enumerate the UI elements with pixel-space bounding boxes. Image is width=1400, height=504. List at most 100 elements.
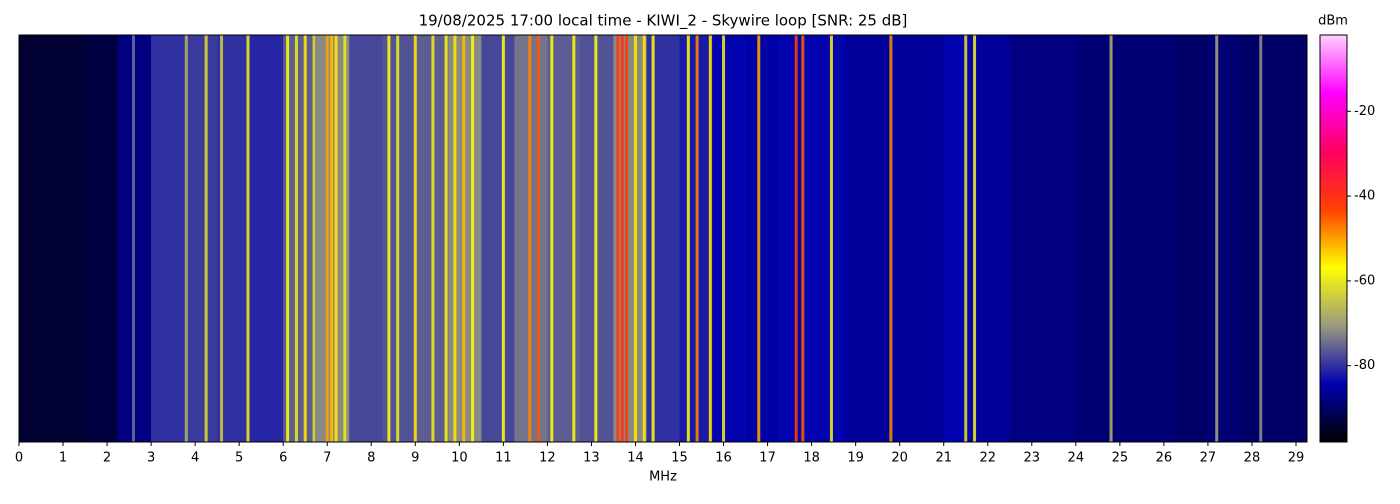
heat-cell [52, 35, 86, 442]
signal-line [131, 35, 135, 442]
heat-cell [1207, 35, 1242, 442]
signal-line [722, 35, 726, 442]
signal-line [294, 35, 298, 442]
heat-cell [19, 35, 53, 442]
signal-line [396, 35, 400, 442]
heat-cell [250, 35, 284, 442]
chart-title: 19/08/2025 17:00 local time - KIWI_2 - S… [419, 12, 908, 31]
heat-cell [712, 35, 747, 442]
plot-frame [18, 34, 1308, 443]
heat-cell [910, 35, 945, 442]
x-tick-label: 29 [1288, 451, 1305, 466]
signal-line [594, 35, 598, 442]
signal-line [501, 35, 505, 442]
heat-cell [1273, 35, 1308, 442]
signal-line [1215, 35, 1219, 442]
signal-line [528, 35, 532, 442]
signal-line [334, 35, 338, 442]
signal-line [794, 35, 798, 442]
x-tick-label: 13 [583, 451, 600, 466]
x-tick-label: 12 [539, 451, 556, 466]
signal-line [471, 35, 475, 442]
heat-cell [877, 35, 912, 442]
signal-line [312, 35, 316, 442]
signal-line [537, 35, 541, 442]
heat-cell [646, 35, 681, 442]
signal-line [973, 35, 977, 442]
signal-line [343, 35, 347, 442]
signal-line [220, 35, 224, 442]
x-tick-label: 7 [323, 451, 331, 466]
signal-line [462, 35, 466, 442]
heat-cell [745, 35, 780, 442]
signal-line [184, 35, 188, 442]
colorbar-tick-label: -60 [1354, 273, 1375, 288]
signal-line [1259, 35, 1263, 442]
x-tick-label: 24 [1068, 451, 1085, 466]
x-tick-label: 3 [147, 451, 155, 466]
x-tick-label: 17 [759, 451, 776, 466]
x-tick-label: 11 [495, 451, 512, 466]
colorbar-tick-label: -80 [1354, 358, 1375, 373]
signal-line [431, 35, 435, 442]
colorbar [1319, 34, 1348, 443]
signal-line [387, 35, 391, 442]
signal-line [964, 35, 968, 442]
heat-cell [811, 35, 846, 442]
heat-cell [1108, 35, 1143, 442]
signal-line [616, 35, 620, 442]
signal-line [708, 35, 712, 442]
signal-line [829, 35, 833, 442]
signal-line [550, 35, 554, 442]
x-tick-label: 9 [411, 451, 419, 466]
x-tick-label: 4 [191, 451, 199, 466]
x-tick-label: 8 [367, 451, 375, 466]
signal-line [695, 35, 699, 442]
signal-line [801, 35, 805, 442]
x-tick-label: 20 [891, 451, 908, 466]
x-tick-label: 21 [935, 451, 952, 466]
signal-line [633, 35, 637, 442]
heat-cell [184, 35, 218, 442]
heat-cell [1240, 35, 1275, 442]
x-tick-label: 22 [979, 451, 996, 466]
signal-line [757, 35, 761, 442]
colorbar-tick-label: -20 [1354, 104, 1375, 119]
x-tick-label: 5 [235, 451, 243, 466]
x-tick-label: 15 [671, 451, 688, 466]
x-tick-label: 0 [15, 451, 23, 466]
signal-line [325, 35, 329, 442]
x-tick-label: 27 [1200, 451, 1217, 466]
heat-cell [1009, 35, 1044, 442]
heat-cell [349, 35, 383, 442]
signal-line [204, 35, 208, 442]
signal-line [246, 35, 250, 442]
heat-cell [943, 35, 978, 442]
heat-cell [151, 35, 185, 442]
x-tick-label: 23 [1024, 451, 1041, 466]
signal-line [286, 35, 290, 442]
colorbar-label: dBm [1318, 14, 1348, 29]
signal-line [1109, 35, 1113, 442]
signal-line [620, 35, 624, 442]
signal-line [444, 35, 448, 442]
x-tick-label: 6 [279, 451, 287, 466]
heat-cell [1174, 35, 1209, 442]
x-tick-label: 28 [1244, 451, 1261, 466]
signal-line [303, 35, 307, 442]
x-tick-label: 19 [847, 451, 864, 466]
x-tick-label: 16 [715, 451, 732, 466]
colorbar-tick-label: -40 [1354, 189, 1375, 204]
signal-line [889, 35, 893, 442]
heat-cell [1042, 35, 1077, 442]
heat-cell [481, 35, 515, 442]
signal-line [651, 35, 655, 442]
x-tick-label: 2 [103, 451, 111, 466]
signal-line [453, 35, 457, 442]
x-axis-label: MHz [649, 470, 677, 485]
x-tick-label: 10 [451, 451, 468, 466]
signal-line [413, 35, 417, 442]
signal-line [642, 35, 646, 442]
signal-line [625, 35, 629, 442]
heat-cell [85, 35, 119, 442]
